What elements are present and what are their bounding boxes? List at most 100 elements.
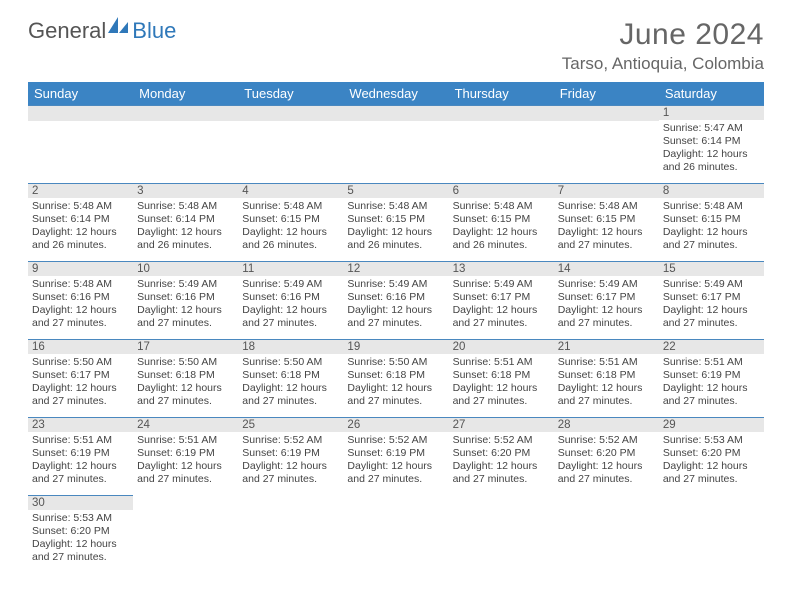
daylight-line: Daylight: 12 hours and 27 minutes. xyxy=(137,460,234,486)
day-details: Sunrise: 5:50 AMSunset: 6:18 PMDaylight:… xyxy=(238,354,343,413)
day-details: Sunrise: 5:51 AMSunset: 6:18 PMDaylight:… xyxy=(554,354,659,413)
daylight-line: Daylight: 12 hours and 26 minutes. xyxy=(242,226,339,252)
calendar-cell: 5Sunrise: 5:48 AMSunset: 6:15 PMDaylight… xyxy=(343,183,448,261)
day-number: 30 xyxy=(28,495,133,510)
day-number: 7 xyxy=(554,183,659,198)
daylight-line: Daylight: 12 hours and 27 minutes. xyxy=(663,460,760,486)
sunset-line: Sunset: 6:15 PM xyxy=(453,213,550,226)
calendar-cell: 8Sunrise: 5:48 AMSunset: 6:15 PMDaylight… xyxy=(659,183,764,261)
sunrise-line: Sunrise: 5:49 AM xyxy=(242,278,339,291)
day-number: 4 xyxy=(238,183,343,198)
daylight-line: Daylight: 12 hours and 27 minutes. xyxy=(32,382,129,408)
calendar-cell xyxy=(343,105,448,183)
sunrise-line: Sunrise: 5:51 AM xyxy=(137,434,234,447)
day-details: Sunrise: 5:48 AMSunset: 6:16 PMDaylight:… xyxy=(28,276,133,335)
daylight-line: Daylight: 12 hours and 27 minutes. xyxy=(347,382,444,408)
calendar-cell xyxy=(554,495,659,573)
day-details: Sunrise: 5:49 AMSunset: 6:17 PMDaylight:… xyxy=(659,276,764,335)
empty-day-header xyxy=(449,105,554,121)
daylight-line: Daylight: 12 hours and 27 minutes. xyxy=(137,304,234,330)
daylight-line: Daylight: 12 hours and 27 minutes. xyxy=(558,460,655,486)
calendar-cell: 17Sunrise: 5:50 AMSunset: 6:18 PMDayligh… xyxy=(133,339,238,417)
sunset-line: Sunset: 6:20 PM xyxy=(453,447,550,460)
sunset-line: Sunset: 6:20 PM xyxy=(32,525,129,538)
daylight-line: Daylight: 12 hours and 27 minutes. xyxy=(347,460,444,486)
calendar-cell: 21Sunrise: 5:51 AMSunset: 6:18 PMDayligh… xyxy=(554,339,659,417)
day-number: 21 xyxy=(554,339,659,354)
calendar-cell: 9Sunrise: 5:48 AMSunset: 6:16 PMDaylight… xyxy=(28,261,133,339)
day-details: Sunrise: 5:49 AMSunset: 6:17 PMDaylight:… xyxy=(554,276,659,335)
daylight-line: Daylight: 12 hours and 27 minutes. xyxy=(347,304,444,330)
day-number: 24 xyxy=(133,417,238,432)
calendar-cell: 27Sunrise: 5:52 AMSunset: 6:20 PMDayligh… xyxy=(449,417,554,495)
calendar-cell: 4Sunrise: 5:48 AMSunset: 6:15 PMDaylight… xyxy=(238,183,343,261)
daylight-line: Daylight: 12 hours and 26 minutes. xyxy=(347,226,444,252)
calendar-table: SundayMondayTuesdayWednesdayThursdayFrid… xyxy=(28,82,764,573)
title-block: June 2024 Tarso, Antioquia, Colombia xyxy=(562,18,764,74)
sunset-line: Sunset: 6:14 PM xyxy=(32,213,129,226)
day-details: Sunrise: 5:48 AMSunset: 6:15 PMDaylight:… xyxy=(238,198,343,257)
sunset-line: Sunset: 6:16 PM xyxy=(137,291,234,304)
sunset-line: Sunset: 6:19 PM xyxy=(663,369,760,382)
day-details: Sunrise: 5:52 AMSunset: 6:20 PMDaylight:… xyxy=(554,432,659,491)
calendar-cell: 26Sunrise: 5:52 AMSunset: 6:19 PMDayligh… xyxy=(343,417,448,495)
day-details: Sunrise: 5:52 AMSunset: 6:20 PMDaylight:… xyxy=(449,432,554,491)
day-number: 3 xyxy=(133,183,238,198)
day-number: 20 xyxy=(449,339,554,354)
day-number: 22 xyxy=(659,339,764,354)
calendar-cell xyxy=(238,495,343,573)
sunrise-line: Sunrise: 5:49 AM xyxy=(453,278,550,291)
daylight-line: Daylight: 12 hours and 27 minutes. xyxy=(242,304,339,330)
day-number: 13 xyxy=(449,261,554,276)
sunrise-line: Sunrise: 5:48 AM xyxy=(663,200,760,213)
weekday-header: Thursday xyxy=(449,82,554,105)
day-number: 2 xyxy=(28,183,133,198)
empty-day-header xyxy=(343,105,448,121)
calendar-cell: 12Sunrise: 5:49 AMSunset: 6:16 PMDayligh… xyxy=(343,261,448,339)
calendar-cell xyxy=(449,495,554,573)
day-details: Sunrise: 5:48 AMSunset: 6:15 PMDaylight:… xyxy=(343,198,448,257)
daylight-line: Daylight: 12 hours and 27 minutes. xyxy=(32,460,129,486)
day-number: 5 xyxy=(343,183,448,198)
calendar-cell: 18Sunrise: 5:50 AMSunset: 6:18 PMDayligh… xyxy=(238,339,343,417)
sunrise-line: Sunrise: 5:48 AM xyxy=(32,278,129,291)
sunrise-line: Sunrise: 5:52 AM xyxy=(453,434,550,447)
location-text: Tarso, Antioquia, Colombia xyxy=(562,54,764,74)
sunset-line: Sunset: 6:18 PM xyxy=(558,369,655,382)
weekday-header: Wednesday xyxy=(343,82,448,105)
sunrise-line: Sunrise: 5:48 AM xyxy=(347,200,444,213)
sunset-line: Sunset: 6:18 PM xyxy=(242,369,339,382)
sunrise-line: Sunrise: 5:51 AM xyxy=(558,356,655,369)
daylight-line: Daylight: 12 hours and 27 minutes. xyxy=(453,460,550,486)
day-number: 25 xyxy=(238,417,343,432)
calendar-cell: 14Sunrise: 5:49 AMSunset: 6:17 PMDayligh… xyxy=(554,261,659,339)
day-details: Sunrise: 5:49 AMSunset: 6:16 PMDaylight:… xyxy=(343,276,448,335)
daylight-line: Daylight: 12 hours and 27 minutes. xyxy=(663,304,760,330)
daylight-line: Daylight: 12 hours and 27 minutes. xyxy=(558,304,655,330)
weekday-header: Saturday xyxy=(659,82,764,105)
sunrise-line: Sunrise: 5:48 AM xyxy=(242,200,339,213)
sunset-line: Sunset: 6:18 PM xyxy=(137,369,234,382)
brand-logo: General Blue xyxy=(28,18,176,44)
day-details: Sunrise: 5:50 AMSunset: 6:18 PMDaylight:… xyxy=(133,354,238,413)
day-number: 1 xyxy=(659,105,764,120)
daylight-line: Daylight: 12 hours and 27 minutes. xyxy=(453,382,550,408)
sunset-line: Sunset: 6:20 PM xyxy=(663,447,760,460)
day-number: 26 xyxy=(343,417,448,432)
day-details: Sunrise: 5:49 AMSunset: 6:16 PMDaylight:… xyxy=(238,276,343,335)
sunset-line: Sunset: 6:17 PM xyxy=(32,369,129,382)
sunset-line: Sunset: 6:19 PM xyxy=(347,447,444,460)
day-details: Sunrise: 5:51 AMSunset: 6:18 PMDaylight:… xyxy=(449,354,554,413)
brand-text-2: Blue xyxy=(132,18,176,44)
sunset-line: Sunset: 6:20 PM xyxy=(558,447,655,460)
sunset-line: Sunset: 6:18 PM xyxy=(453,369,550,382)
day-details: Sunrise: 5:48 AMSunset: 6:15 PMDaylight:… xyxy=(554,198,659,257)
day-number: 27 xyxy=(449,417,554,432)
sunset-line: Sunset: 6:15 PM xyxy=(558,213,655,226)
sunrise-line: Sunrise: 5:48 AM xyxy=(137,200,234,213)
calendar-cell: 23Sunrise: 5:51 AMSunset: 6:19 PMDayligh… xyxy=(28,417,133,495)
day-details: Sunrise: 5:49 AMSunset: 6:16 PMDaylight:… xyxy=(133,276,238,335)
day-details: Sunrise: 5:51 AMSunset: 6:19 PMDaylight:… xyxy=(133,432,238,491)
weekday-header: Sunday xyxy=(28,82,133,105)
day-details: Sunrise: 5:47 AMSunset: 6:14 PMDaylight:… xyxy=(659,120,764,179)
